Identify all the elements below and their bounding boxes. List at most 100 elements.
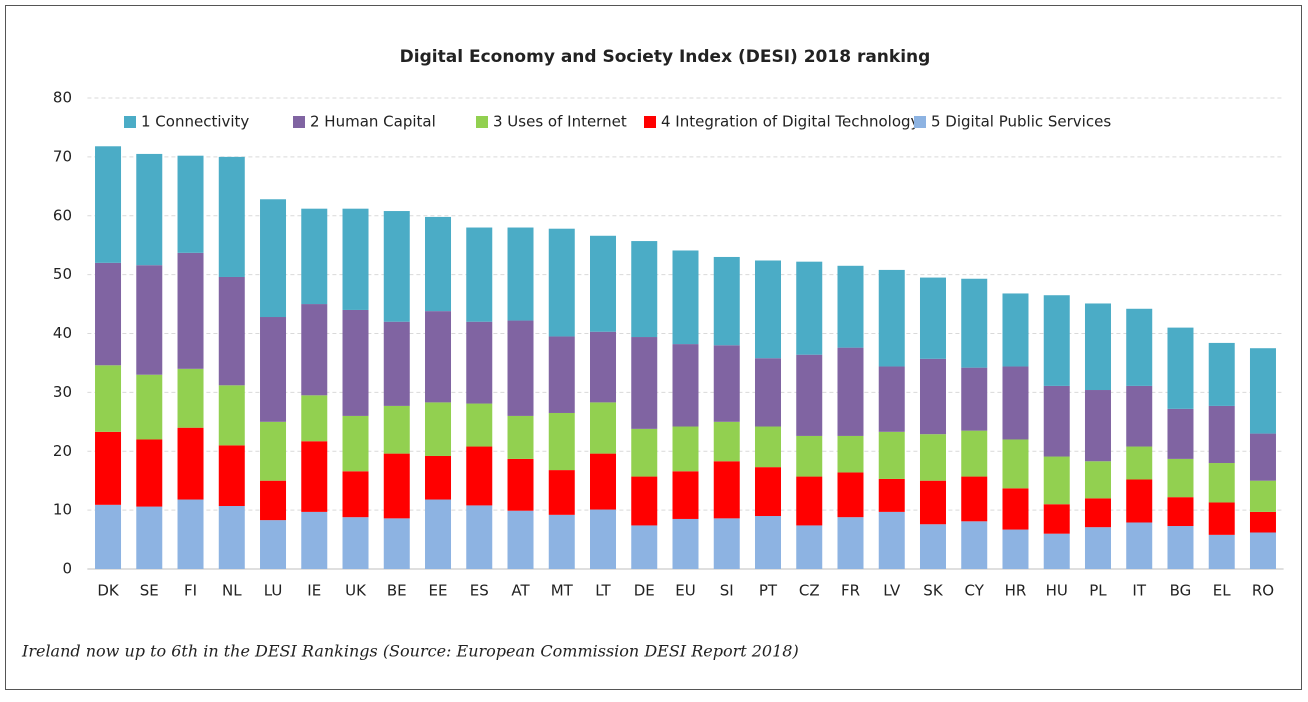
bar-segment	[1002, 439, 1029, 489]
bar-segment	[878, 478, 905, 512]
bar-segment	[1002, 488, 1029, 530]
bar-segment	[548, 412, 575, 471]
bar-segment	[177, 499, 204, 569]
bar-segment	[1084, 527, 1111, 569]
x-tick-label: IE	[307, 582, 321, 600]
x-tick-label: RO	[1252, 582, 1274, 600]
bar-segment	[507, 320, 534, 416]
y-tick-label: 10	[53, 501, 72, 519]
bar-segment	[136, 374, 163, 440]
bar-segment	[425, 499, 452, 569]
bar-segment	[796, 525, 823, 569]
bar-segment	[1002, 529, 1029, 569]
x-tick-label: AT	[511, 582, 530, 600]
caption: Ireland now up to 6th in the DESI Rankin…	[21, 642, 799, 661]
bar-segment	[301, 395, 328, 442]
bar-segment	[342, 208, 369, 310]
bar-segment	[342, 517, 369, 569]
bar-segment	[383, 453, 410, 519]
bar-segment	[713, 518, 740, 569]
bar-segment	[260, 520, 287, 569]
x-tick-label: DE	[634, 582, 655, 600]
bar-segment	[837, 347, 864, 436]
bar-segment	[754, 426, 781, 468]
bar-segment	[672, 426, 699, 472]
bar-segment	[1084, 390, 1111, 462]
bar-segment	[631, 525, 658, 569]
bar-segment	[466, 446, 493, 506]
x-tick-label: SI	[720, 582, 734, 600]
bar-segment	[713, 461, 740, 519]
legend-label: 3 Uses of Internet	[493, 113, 627, 131]
bar-segment	[590, 331, 617, 403]
bar-segment	[548, 228, 575, 337]
bar-segment	[218, 385, 245, 446]
bar-segment	[301, 441, 328, 512]
legend-swatch	[124, 116, 136, 128]
bar-segment	[1208, 534, 1235, 569]
bar-segment	[631, 241, 658, 338]
bar-segment	[383, 518, 410, 569]
bar-segment	[260, 199, 287, 318]
bar-segment	[961, 521, 988, 569]
bar-segment	[631, 337, 658, 429]
bar-segment	[177, 252, 204, 369]
chart-title: Digital Economy and Society Index (DESI)…	[400, 47, 931, 67]
bar-segment	[342, 415, 369, 472]
bar-segment	[713, 421, 740, 462]
bar-segment	[837, 435, 864, 473]
bar-segment	[1126, 522, 1153, 569]
x-tick-label: IT	[1132, 582, 1146, 600]
legend-swatch	[293, 116, 305, 128]
bar-segment	[383, 405, 410, 454]
bar-segment	[177, 427, 204, 500]
bar-segment	[1249, 480, 1276, 512]
bar-segment	[1167, 458, 1194, 498]
bar-segment	[590, 402, 617, 454]
x-tick-label: PT	[759, 582, 778, 600]
legend-label: 5 Digital Public Services	[931, 113, 1111, 131]
bar-segment	[466, 505, 493, 569]
bar-segment	[136, 265, 163, 375]
bar-segment	[1249, 433, 1276, 481]
bar-segment	[301, 304, 328, 396]
bar-segment	[383, 211, 410, 322]
bar-segment	[837, 517, 864, 569]
bar-segment	[919, 480, 946, 525]
bar-segment	[672, 250, 699, 345]
bar-segment	[1084, 461, 1111, 499]
bar-segment	[177, 368, 204, 428]
y-tick-label: 20	[53, 442, 72, 460]
bar-segment	[301, 511, 328, 569]
x-tick-label: MT	[551, 582, 574, 600]
x-tick-label: BE	[387, 582, 407, 600]
bar-segment	[218, 276, 245, 386]
bar-segment	[1126, 479, 1153, 523]
bar-segment	[796, 354, 823, 436]
bar-segment	[590, 235, 617, 332]
x-tick-label: DK	[97, 582, 120, 600]
bar-segment	[754, 358, 781, 427]
legend-label: 2 Human Capital	[310, 113, 436, 131]
bar-segment	[878, 431, 905, 479]
bar-segment	[1208, 463, 1235, 503]
bar-segment	[961, 476, 988, 522]
y-tick-label: 50	[53, 265, 72, 283]
bar-segment	[260, 421, 287, 481]
bar-segment	[796, 435, 823, 477]
bar-segment	[136, 506, 163, 569]
bar-segment	[878, 366, 905, 432]
bar-segment	[218, 506, 245, 569]
bar-segment	[1043, 385, 1070, 457]
y-tick-label: 30	[53, 383, 72, 401]
bar-segment	[1084, 498, 1111, 528]
bar-segment	[95, 365, 122, 432]
bar-segment	[1249, 511, 1276, 533]
bar-segment	[1167, 526, 1194, 569]
x-tick-label: UK	[345, 582, 367, 600]
bar-segment	[1208, 342, 1235, 406]
bar-segment	[754, 467, 781, 517]
bar-segment	[1084, 303, 1111, 391]
bar-segment	[95, 504, 122, 569]
bar-segment	[754, 516, 781, 569]
